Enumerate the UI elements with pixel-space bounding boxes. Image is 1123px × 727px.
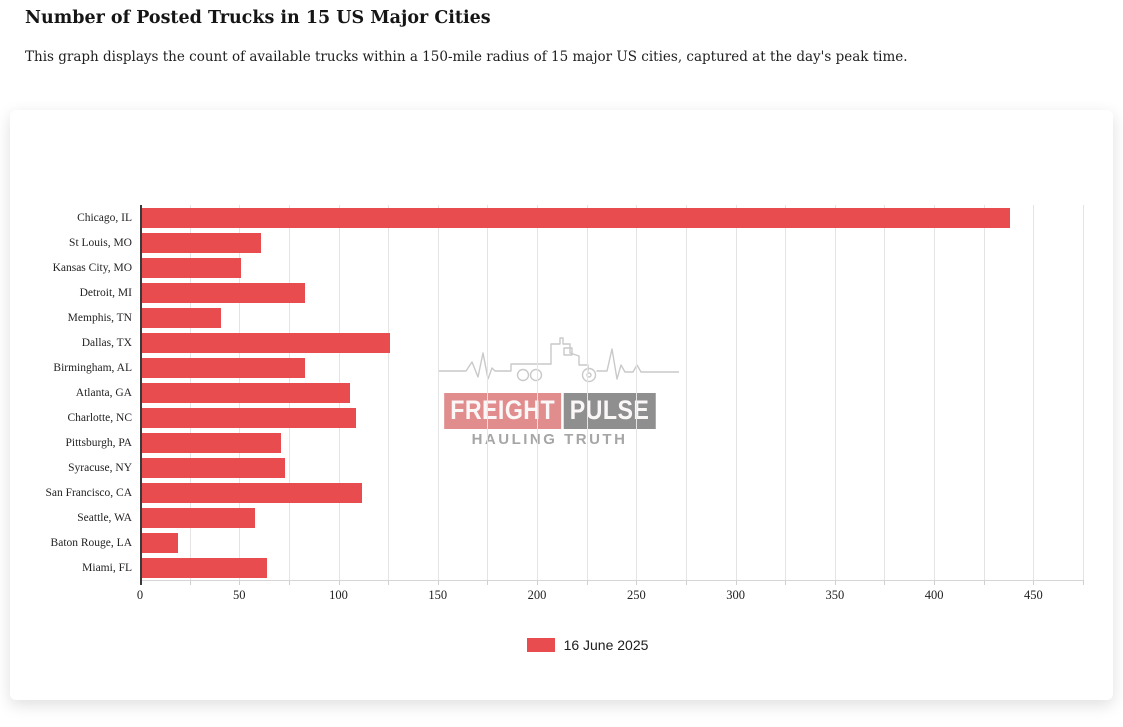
x-tick (288, 580, 290, 585)
x-tick-label: 200 (527, 588, 547, 602)
x-tick (785, 580, 787, 585)
bar[interactable] (140, 482, 363, 503)
x-tick (487, 580, 489, 585)
gridline (537, 205, 539, 580)
x-tick (586, 580, 588, 585)
gridline (586, 205, 588, 580)
x-tick (239, 580, 241, 585)
gridline (1033, 205, 1035, 580)
gridline (884, 205, 886, 580)
x-tick-label: 50 (233, 588, 246, 602)
x-tick-label: 0 (136, 588, 144, 602)
x-tick (537, 580, 539, 585)
page-subtitle: This graph displays the count of availab… (25, 49, 908, 65)
bar[interactable] (140, 532, 178, 553)
x-tick (983, 580, 985, 585)
category-label: Syracuse, NY (68, 461, 132, 474)
gridline (437, 205, 439, 580)
x-tick-label: 400 (924, 588, 944, 602)
bar[interactable] (140, 357, 305, 378)
x-tick (834, 580, 836, 585)
gridline (934, 205, 936, 580)
category-label: Pittsburgh, PA (65, 436, 132, 449)
category-label: Detroit, MI (79, 286, 132, 299)
legend: 16 June 2025 (10, 637, 1113, 653)
x-tick-label: 150 (428, 588, 448, 602)
bar-chart: FREIGHT PULSE HAULING TRUTH Chicago, IL S… (10, 110, 1113, 700)
category-label: Dallas, TX (81, 336, 132, 349)
x-tick (884, 580, 886, 585)
category-label: Miami, FL (82, 561, 132, 574)
category-label: Baton Rouge, LA (50, 536, 132, 549)
x-tick-label: 100 (329, 588, 348, 602)
bar[interactable] (140, 507, 256, 528)
category-label: San Francisco, CA (45, 486, 132, 499)
bar[interactable] (140, 407, 357, 428)
legend-item[interactable]: 16 June 2025 (526, 637, 649, 653)
x-axis-labels: 0 50 100 150 200 250 300 350 400 450 (136, 588, 1083, 604)
category-label: Chicago, IL (77, 211, 132, 224)
category-label: Atlanta, GA (75, 386, 132, 399)
gridline (685, 205, 687, 580)
bar[interactable] (140, 232, 262, 253)
category-label: St Louis, MO (69, 236, 132, 249)
category-label: Kansas City, MO (52, 261, 132, 274)
bar[interactable] (140, 432, 281, 453)
x-tick-label: 250 (626, 588, 646, 602)
bar[interactable] (140, 457, 285, 478)
bar[interactable] (140, 382, 351, 403)
x-tick (189, 580, 191, 585)
x-tick (388, 580, 390, 585)
x-tick (1083, 580, 1084, 585)
gridline (1083, 205, 1084, 580)
bar[interactable] (140, 207, 1010, 228)
gridline (735, 205, 737, 580)
gridline (487, 205, 489, 580)
gridline (834, 205, 836, 580)
gridline (983, 205, 985, 580)
gridline (636, 205, 638, 580)
x-tick (735, 580, 737, 585)
x-tick (437, 580, 439, 585)
x-tick-label: 450 (1023, 588, 1043, 602)
y-axis-line (140, 205, 142, 585)
legend-label: 16 June 2025 (563, 637, 649, 653)
x-tick-label: 300 (726, 588, 745, 602)
x-tick (338, 580, 340, 585)
bar[interactable] (140, 282, 305, 303)
bar[interactable] (140, 557, 268, 578)
plot-area (140, 205, 1084, 585)
category-label: Memphis, TN (67, 311, 132, 324)
bar[interactable] (140, 307, 222, 328)
bar[interactable] (140, 332, 391, 353)
bar[interactable] (140, 257, 242, 278)
x-tick-label: 350 (825, 588, 845, 602)
gridline (388, 205, 390, 580)
legend-swatch (526, 638, 555, 652)
category-label: Charlotte, NC (67, 411, 132, 424)
x-axis-line (140, 580, 1083, 581)
x-tick (934, 580, 936, 585)
page-title: Number of Posted Trucks in 15 US Major C… (25, 8, 491, 28)
category-label: Seattle, WA (77, 511, 132, 524)
x-tick (1033, 580, 1035, 585)
y-axis-labels: Chicago, IL St Louis, MO Kansas City, MO De… (10, 205, 132, 580)
chart-card: FREIGHT PULSE HAULING TRUTH Chicago, IL S… (10, 110, 1113, 700)
x-tick (685, 580, 687, 585)
gridline (785, 205, 787, 580)
x-tick (636, 580, 638, 585)
category-label: Birmingham, AL (53, 361, 132, 374)
